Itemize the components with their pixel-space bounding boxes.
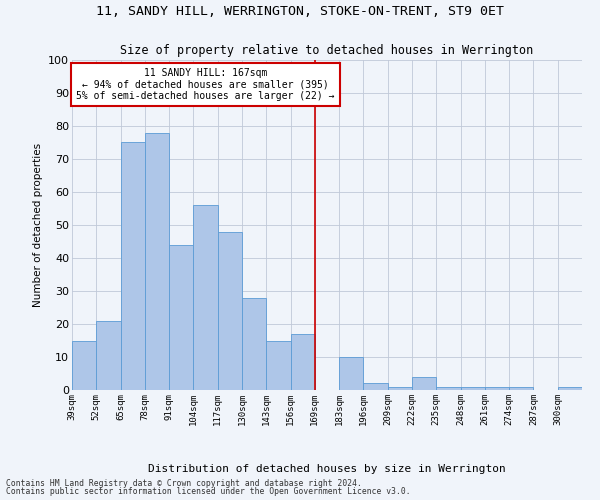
Bar: [218, 232, 242, 390]
Bar: [72, 340, 96, 390]
Bar: [461, 386, 485, 390]
Bar: [145, 132, 169, 390]
Title: Size of property relative to detached houses in Werrington: Size of property relative to detached ho…: [121, 44, 533, 58]
Text: 11, SANDY HILL, WERRINGTON, STOKE-ON-TRENT, ST9 0ET: 11, SANDY HILL, WERRINGTON, STOKE-ON-TRE…: [96, 5, 504, 18]
Bar: [266, 340, 290, 390]
Bar: [388, 386, 412, 390]
Bar: [412, 377, 436, 390]
Bar: [121, 142, 145, 390]
Bar: [96, 320, 121, 390]
Bar: [193, 205, 218, 390]
Bar: [364, 384, 388, 390]
Bar: [339, 357, 364, 390]
Text: Contains HM Land Registry data © Crown copyright and database right 2024.: Contains HM Land Registry data © Crown c…: [6, 478, 362, 488]
Text: 11 SANDY HILL: 167sqm
← 94% of detached houses are smaller (395)
5% of semi-deta: 11 SANDY HILL: 167sqm ← 94% of detached …: [76, 68, 335, 102]
Bar: [290, 334, 315, 390]
Bar: [169, 245, 193, 390]
Bar: [558, 386, 582, 390]
Bar: [485, 386, 509, 390]
Text: Contains public sector information licensed under the Open Government Licence v3: Contains public sector information licen…: [6, 487, 410, 496]
Bar: [436, 386, 461, 390]
Y-axis label: Number of detached properties: Number of detached properties: [32, 143, 43, 307]
X-axis label: Distribution of detached houses by size in Werrington: Distribution of detached houses by size …: [148, 464, 506, 474]
Bar: [509, 386, 533, 390]
Bar: [242, 298, 266, 390]
